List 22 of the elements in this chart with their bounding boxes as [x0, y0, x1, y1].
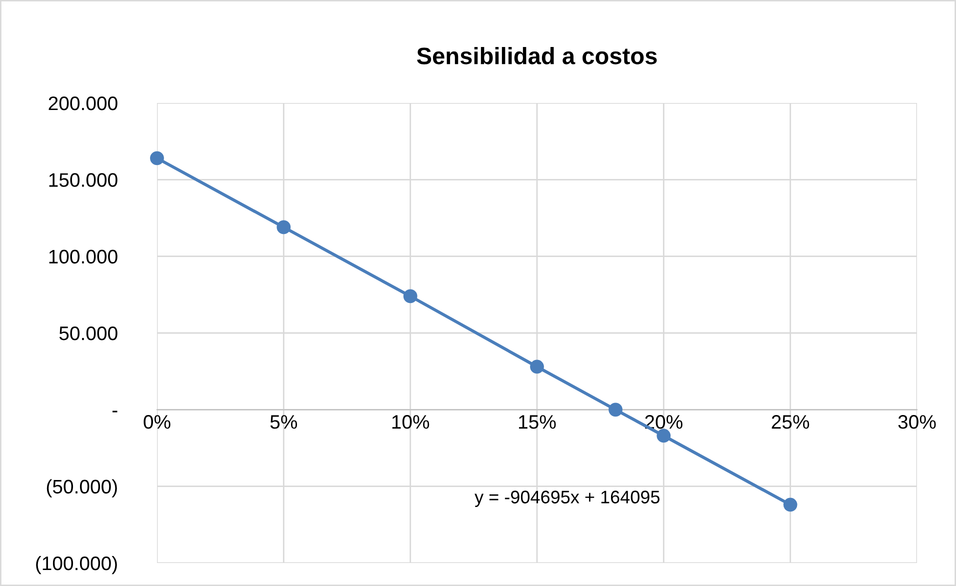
x-tick-label: 30%	[898, 415, 936, 429]
point	[403, 289, 418, 304]
point	[276, 220, 291, 234]
point	[608, 402, 622, 417]
x-tick-label: 15%	[519, 415, 556, 429]
y-tick-label: 50.000	[59, 326, 118, 340]
y-tick-label: 100.000	[49, 250, 118, 264]
point	[530, 360, 544, 374]
point	[783, 498, 798, 512]
y-tick-label: (100.000)	[36, 556, 117, 574]
annotation: y = -904695x + 164095	[474, 490, 660, 508]
chart-title: Sensibilidad a costos	[416, 47, 657, 64]
point	[150, 151, 164, 166]
y-tick-label: 200.000	[48, 96, 118, 110]
x-tick-label: 5%	[270, 415, 298, 429]
y-tick-label: -	[112, 410, 118, 412]
x-tick-label: 10%	[392, 415, 430, 429]
x-tick-label: 0%	[144, 415, 170, 429]
y-tick-label: (50.000)	[46, 479, 117, 498]
y-tick-label: 150.000	[49, 173, 118, 187]
point	[656, 428, 671, 443]
x-tick-label: 25%	[772, 415, 810, 429]
